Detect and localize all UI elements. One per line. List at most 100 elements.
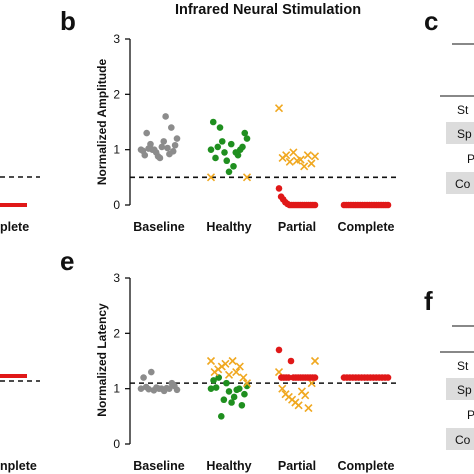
data-point-x bbox=[303, 151, 312, 160]
data-point-dot bbox=[311, 201, 319, 209]
data-point-dot bbox=[139, 147, 147, 155]
category-label: Baseline bbox=[133, 220, 184, 234]
data-point-dot bbox=[243, 135, 251, 142]
data-point-x bbox=[232, 368, 241, 377]
data-point-dot bbox=[207, 385, 215, 392]
left-bottom-category-fragment: nplete bbox=[0, 459, 37, 473]
data-point-dot bbox=[166, 150, 173, 158]
data-point-dot bbox=[275, 346, 283, 354]
data-point-x bbox=[242, 379, 252, 388]
y-tick-label: 2 bbox=[113, 326, 120, 340]
data-point-dot bbox=[347, 201, 355, 209]
data-point-x bbox=[296, 155, 305, 164]
data-point-dot bbox=[343, 374, 351, 381]
data-point-dot bbox=[210, 377, 217, 384]
category-label: Baseline bbox=[133, 459, 184, 473]
left-top-category-fragment: plete bbox=[0, 220, 29, 234]
data-point-x bbox=[282, 151, 291, 160]
panel-letter-b: b bbox=[60, 6, 76, 36]
data-point-dot bbox=[142, 383, 150, 391]
category-label: Complete bbox=[338, 220, 395, 234]
data-point-x bbox=[217, 362, 226, 371]
data-point-dot bbox=[212, 384, 220, 391]
data-point-dot bbox=[147, 368, 155, 376]
data-point-dot bbox=[215, 374, 223, 381]
y-tick-label: 3 bbox=[113, 32, 120, 46]
table-c-cell-3: P bbox=[467, 152, 474, 166]
category-label: Healthy bbox=[206, 459, 251, 473]
left-panel-bottom-fragment: nplete bbox=[0, 374, 40, 473]
panel-letter-e: e bbox=[60, 246, 74, 276]
data-point-dot bbox=[209, 118, 217, 126]
data-point-x bbox=[304, 403, 313, 413]
table-c-shade-2 bbox=[446, 172, 474, 194]
data-point-dot bbox=[137, 385, 145, 392]
left-panel-top-fragment: plete bbox=[0, 176, 40, 234]
table-c-cell-2: Sp bbox=[457, 127, 472, 141]
data-point-dot bbox=[343, 201, 350, 209]
data-point-dot bbox=[221, 149, 228, 156]
data-point-dot bbox=[223, 157, 231, 165]
data-point-x bbox=[235, 362, 244, 371]
data-point-dot bbox=[216, 124, 224, 131]
data-point-x bbox=[310, 356, 320, 366]
table-c-cell-4: Co bbox=[455, 177, 471, 191]
ylabel-latency: Normalized Latency bbox=[95, 303, 109, 417]
data-point-dot bbox=[228, 399, 235, 406]
data-point-x bbox=[239, 373, 248, 382]
data-point-x bbox=[206, 173, 216, 182]
figure-title: Infrared Neural Stimulation bbox=[175, 2, 361, 18]
data-point-x bbox=[274, 104, 284, 113]
ylabel-amplitude: Normalized Amplitude bbox=[95, 59, 109, 186]
data-point-dot bbox=[149, 146, 156, 153]
data-point-dot bbox=[241, 129, 249, 137]
table-f-cell-2: Sp bbox=[457, 383, 472, 397]
data-point-x bbox=[206, 356, 216, 366]
data-point-dot bbox=[275, 185, 283, 192]
data-point-dot bbox=[233, 386, 241, 394]
table-f-cell-3: P bbox=[467, 408, 474, 422]
data-point-x bbox=[224, 370, 234, 379]
y-tick-label: 1 bbox=[113, 382, 120, 396]
table-f-cell-1: St bbox=[457, 359, 469, 373]
table-c-shade-1 bbox=[446, 122, 474, 144]
data-point-x bbox=[228, 356, 237, 366]
data-point-x bbox=[294, 401, 303, 410]
table-c-cell-1: St bbox=[457, 103, 469, 117]
data-point-dot bbox=[173, 135, 181, 142]
category-label: Healthy bbox=[206, 220, 251, 234]
data-point-dot bbox=[354, 201, 362, 209]
data-point-dot bbox=[220, 396, 228, 404]
data-point-dot bbox=[239, 143, 246, 151]
data-point-dot bbox=[162, 113, 169, 120]
data-point-dot bbox=[164, 144, 171, 152]
data-point-dot bbox=[150, 387, 158, 394]
data-point-dot bbox=[171, 141, 179, 149]
y-tick-label: 0 bbox=[113, 437, 120, 451]
data-point-dot bbox=[382, 201, 389, 209]
data-point-x bbox=[242, 173, 252, 182]
y-tick-label: 1 bbox=[113, 143, 120, 157]
chart-amplitude: Normalized Amplitude 0 1 2 3 Baseline Health… bbox=[95, 32, 400, 234]
panel-letter-f: f bbox=[424, 286, 433, 316]
data-point-dot bbox=[225, 388, 233, 395]
data-point-dot bbox=[241, 390, 248, 398]
table-f-cell-4: Co bbox=[455, 433, 471, 447]
data-point-x bbox=[310, 152, 320, 161]
data-point-dot bbox=[168, 379, 176, 387]
data-point-x bbox=[301, 391, 310, 400]
y-tick-label: 0 bbox=[113, 198, 120, 212]
data-point-x bbox=[289, 148, 298, 157]
table-f-shade-2 bbox=[446, 428, 474, 450]
data-point-dot bbox=[232, 149, 240, 156]
chart-latency: Normalized Latency 0 1 2 3 Baseline Healthy P… bbox=[95, 271, 400, 473]
panel-letter-c: c bbox=[424, 6, 438, 36]
y-tick-label: 3 bbox=[113, 271, 120, 285]
data-point-dot bbox=[230, 393, 238, 401]
data-point-dot bbox=[302, 374, 309, 381]
data-point-dot bbox=[143, 129, 150, 137]
data-point-dot bbox=[212, 154, 219, 162]
data-point-x bbox=[278, 384, 287, 393]
data-point-dot bbox=[218, 138, 226, 145]
